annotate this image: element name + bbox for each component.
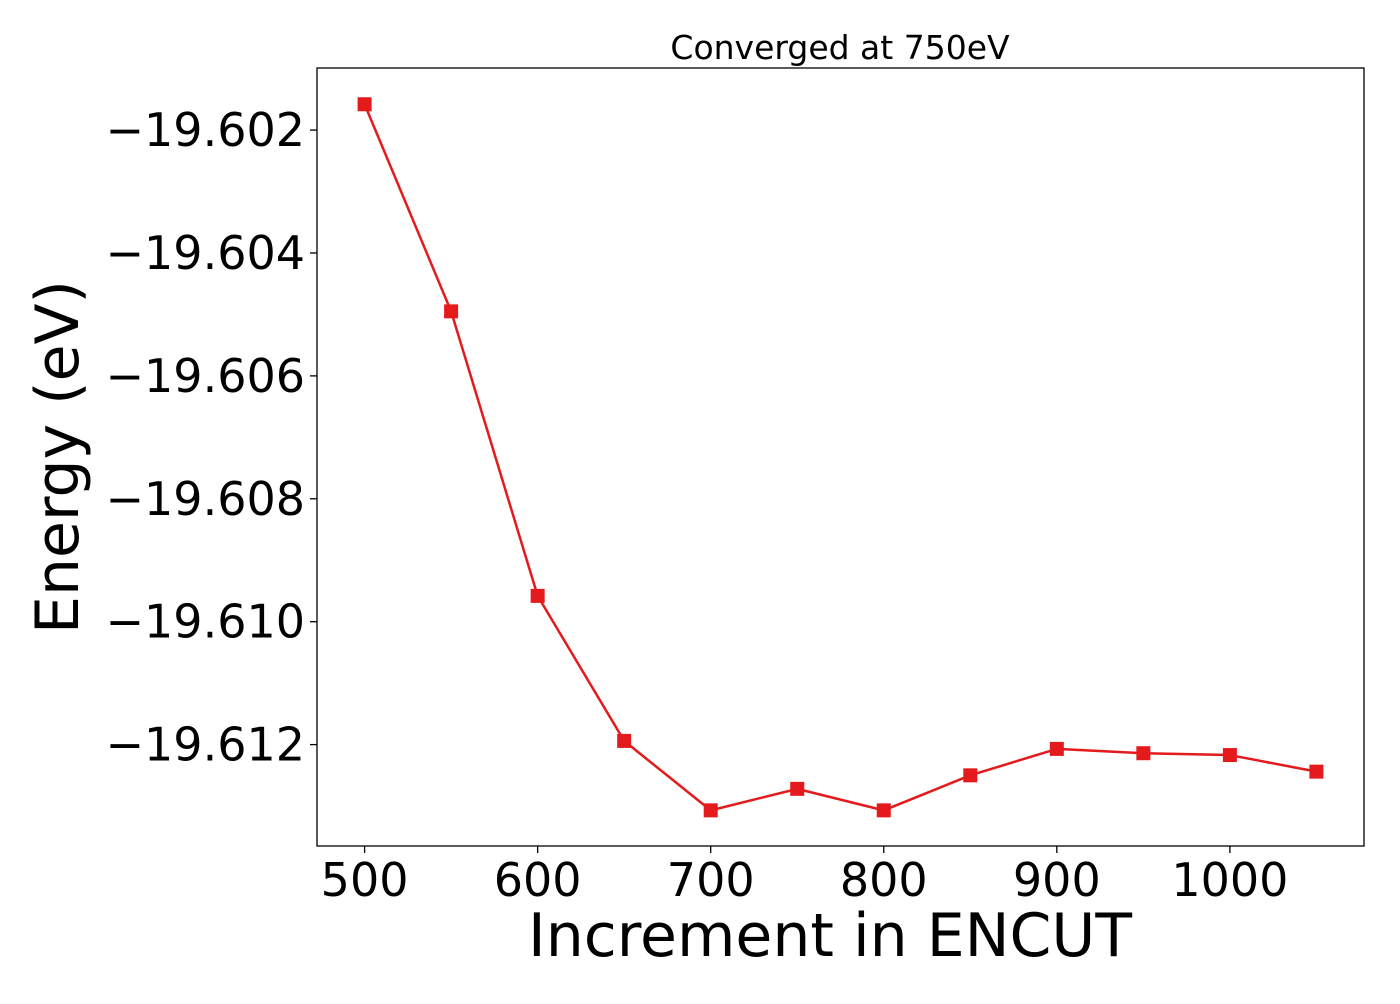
x-tick-label: 900	[1013, 853, 1101, 907]
data-point-marker	[790, 781, 805, 796]
x-tick-label: 1000	[1171, 853, 1288, 907]
data-point-marker	[530, 588, 545, 603]
x-tick-label: 500	[321, 853, 409, 907]
data-point-marker	[1222, 748, 1237, 763]
y-tick-label: −19.604	[106, 226, 306, 280]
y-tick-label: −19.602	[106, 103, 306, 157]
x-tick-label: 700	[667, 853, 755, 907]
y-axis-ticks: −19.602 −19.604 −19.606 −19.608 −19.610 −19.6…	[106, 103, 317, 772]
x-tick-label: 800	[840, 853, 928, 907]
data-point-marker	[1136, 746, 1151, 761]
chart-title: Converged at 750eV	[670, 28, 1010, 67]
series-line	[363, 103, 1317, 812]
y-tick-label: −19.608	[106, 472, 306, 526]
y-axis-label: Energy (eV)	[23, 280, 93, 634]
y-tick-label: −19.606	[106, 349, 306, 403]
y-tick-label: −19.610	[106, 595, 306, 649]
y-tick-label: −19.612	[106, 718, 306, 772]
x-axis-label: Increment in ENCUT	[528, 901, 1132, 971]
series-layer	[357, 97, 1324, 818]
data-point-marker	[1049, 741, 1064, 756]
data-point-marker	[617, 733, 632, 748]
data-point-marker	[876, 803, 891, 818]
plot-area-frame	[316, 67, 1365, 847]
data-point-marker	[1309, 764, 1324, 779]
data-point-marker	[963, 768, 978, 783]
data-point-marker	[357, 97, 372, 112]
data-point-marker	[703, 803, 718, 818]
x-axis-ticks: 500 600 700 800 900 1000	[321, 846, 1288, 907]
data-point-marker	[444, 304, 459, 319]
x-tick-label: 600	[494, 853, 582, 907]
